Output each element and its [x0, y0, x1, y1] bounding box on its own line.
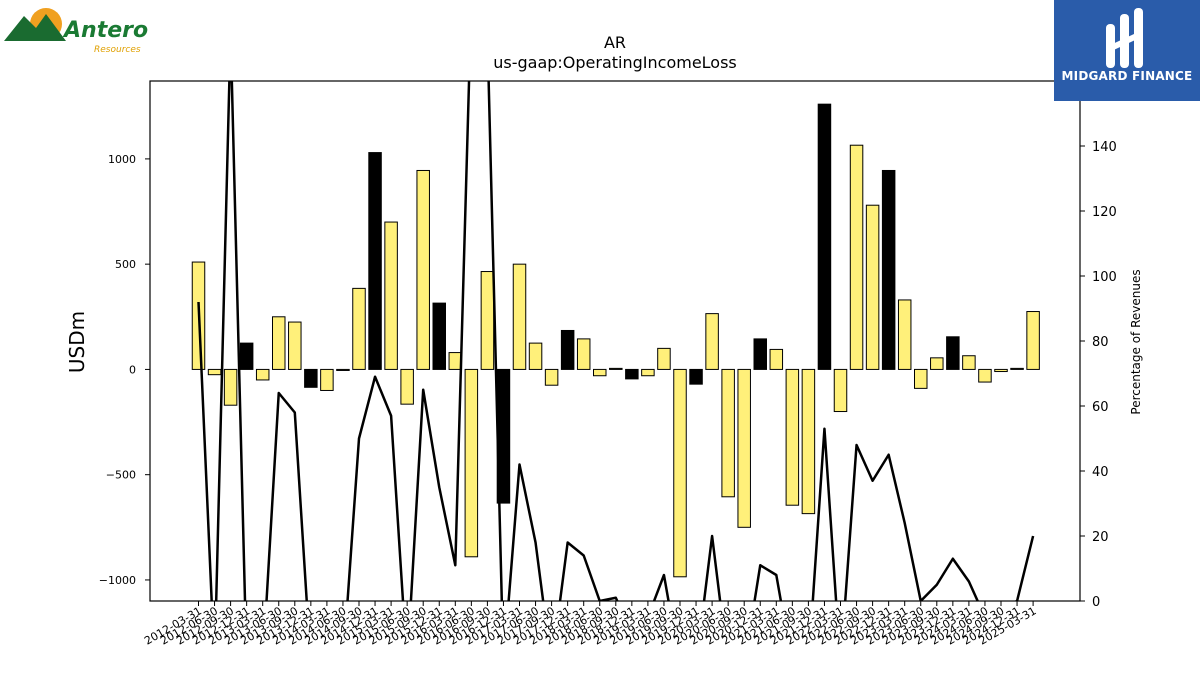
bar-2022-06-30	[849, 144, 864, 370]
antero-logo: Antero Resources	[4, 4, 149, 56]
bar-2021-06-30	[785, 368, 800, 506]
y-tick-label: −500	[106, 469, 136, 482]
bar-2022-12-31	[881, 169, 896, 370]
bar-2013-06-30	[272, 316, 286, 370]
line-layer	[197, 81, 1035, 601]
chart-title: AR	[604, 33, 626, 52]
bar-2020-06-30	[721, 368, 735, 498]
y2-tick-label: 100	[1092, 270, 1117, 285]
bar-2015-12-31	[432, 302, 446, 370]
bar-2021-09-30	[801, 368, 816, 515]
y-axis-label: USDm	[65, 311, 89, 373]
bar-2012-12-31	[239, 342, 254, 370]
y-tick-label: 1000	[108, 153, 136, 166]
bar-2021-12-31	[817, 103, 832, 370]
bar-2021-03-31	[769, 348, 784, 370]
chart-subtitle: us-gaap:OperatingIncomeLoss	[493, 53, 737, 72]
y-tick-label: 500	[115, 258, 136, 271]
bar-2019-06-30	[657, 347, 671, 370]
bar-2019-09-30	[673, 368, 687, 578]
bar-2022-09-30	[865, 204, 880, 370]
bar-2014-12-31	[368, 152, 382, 370]
bar-2012-06-30	[207, 368, 222, 376]
bar-2013-03-31	[255, 368, 270, 381]
bar-2024-03-31	[962, 355, 976, 370]
bar-2015-09-30	[416, 169, 430, 370]
bar-2019-12-31	[689, 368, 703, 385]
bar-2018-06-30	[593, 368, 607, 377]
bar-2020-03-31	[705, 313, 719, 370]
antero-logo-text: Antero	[64, 18, 149, 43]
bar-2017-09-30	[544, 368, 559, 386]
midgard-emblem-icon	[1106, 8, 1143, 68]
bar-2016-09-30	[480, 271, 495, 370]
bars-layer	[191, 103, 1040, 578]
bar-2017-12-31	[560, 329, 575, 370]
bar-2018-09-30	[609, 367, 623, 370]
bar-2015-06-30	[400, 368, 414, 405]
bar-2023-06-30	[914, 368, 928, 389]
bar-2014-09-30	[352, 287, 366, 370]
bar-2013-09-30	[288, 321, 302, 370]
bar-2019-03-31	[641, 368, 655, 377]
mountain-icon	[4, 8, 66, 41]
bar-2023-09-30	[930, 357, 944, 370]
percentage-of-revenues-line	[197, 81, 1035, 601]
bar-2018-12-31	[625, 368, 639, 380]
bar-2023-12-31	[946, 336, 960, 370]
bar-2018-03-31	[576, 338, 591, 370]
bar-2016-06-30	[464, 368, 479, 558]
y2-tick-label: 120	[1092, 205, 1117, 220]
bar-2024-06-30	[978, 368, 992, 383]
antero-logo-subtext: Resources	[94, 45, 141, 55]
bar-2020-12-31	[753, 338, 767, 370]
bar-2014-03-31	[320, 368, 334, 391]
bar-2022-03-31	[833, 368, 848, 413]
bar-2015-03-31	[384, 221, 398, 370]
midgard-finance-text: MIDGARD FINANCE	[1061, 69, 1193, 83]
y2-tick-label: 60	[1092, 400, 1109, 415]
bar-2017-06-30	[528, 342, 543, 370]
bar-2020-09-30	[737, 368, 751, 528]
y2-tick-label: 20	[1092, 530, 1109, 545]
y-tick-label: 0	[129, 363, 136, 376]
y-tick-label: −1000	[99, 574, 136, 587]
bar-2013-12-31	[304, 368, 318, 388]
y2-tick-label: 80	[1092, 335, 1109, 350]
y2-tick-label: 40	[1092, 465, 1109, 480]
y2-axis-label: Percentage of Revenues	[1129, 269, 1143, 414]
bar-2014-06-30	[336, 368, 350, 371]
bar-2016-03-31	[448, 352, 463, 370]
bar-2017-03-31	[512, 263, 527, 370]
bar-2023-03-31	[897, 299, 912, 370]
y2-tick-label: 0	[1092, 595, 1100, 610]
bar-2024-12-31	[1010, 367, 1024, 370]
bar-2024-09-30	[994, 368, 1008, 373]
y2-tick-label: 140	[1092, 140, 1117, 155]
bar-2025-03-31	[1026, 311, 1040, 370]
bar-2012-09-30	[223, 368, 238, 406]
midgard-finance-logo: MIDGARD FINANCE	[1054, 0, 1200, 101]
